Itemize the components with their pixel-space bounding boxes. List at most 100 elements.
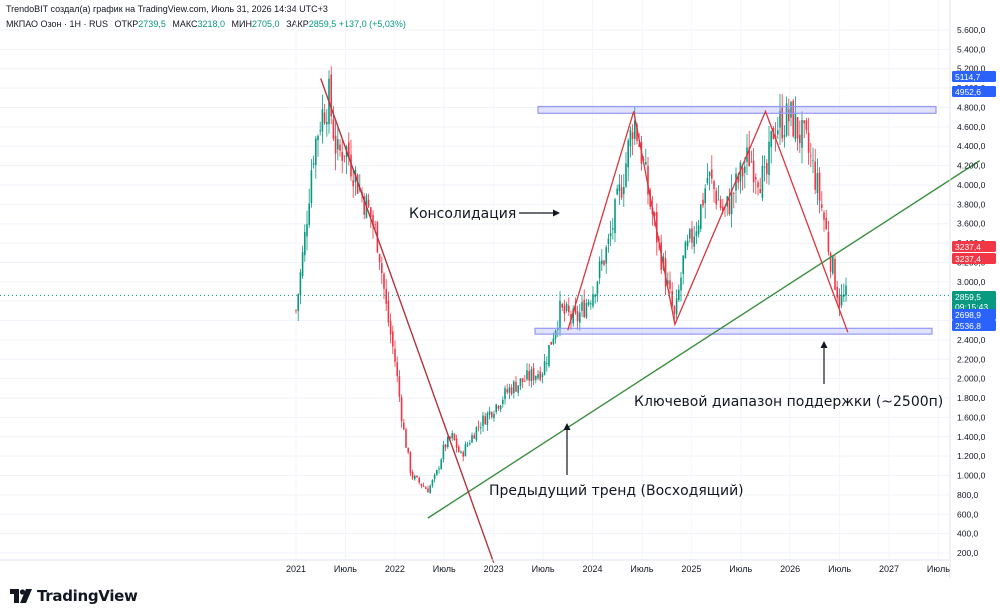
candle-body [590,303,592,305]
candle-body [634,120,636,139]
prev-trend-arrow[interactable] [563,423,571,475]
candle-body [629,129,632,147]
candle-body [618,184,621,191]
candles [295,66,847,494]
candle-body [684,242,687,259]
candle-body [422,485,425,487]
candle-body [616,188,618,195]
time-axis[interactable]: 2021 Июль 2022 Июль 2023 Июль 2024 Июль 2025 Июль… [0,559,950,574]
candle-body [396,362,398,377]
candle-body [469,443,471,445]
time-tick-label: 2022 [385,564,405,574]
resistance-zone [537,105,937,114]
ohlc-legend: МКПАО Озон · 1Н · RUS ОТКР2739,5 МАКС321… [6,19,406,29]
support-arrow[interactable] [820,341,828,384]
candle-body [477,426,480,428]
symbol-name[interactable]: МКПАО Озон · 1Н · RUS [6,19,109,29]
price-tick-label: 4.600,0 [957,122,986,132]
consolidation-arrow[interactable] [519,209,560,217]
candle-body [574,305,577,313]
price-label-badge [952,71,996,82]
candle-body [455,438,458,448]
support-annotation[interactable]: Ключевой диапазон поддержки (~2500п) [634,394,943,410]
open-label: ОТКР [114,19,139,29]
time-tick-label: Июль [630,564,653,574]
candle-body [385,288,387,304]
candle-body [722,206,724,212]
candle-body [550,341,552,345]
candle-body [398,376,401,397]
price-label-badge [952,320,996,331]
candle-body [543,361,546,375]
pattern-zigzag [567,109,849,333]
price-tick-label: 1.400,0 [957,432,986,442]
consolidation-annotation[interactable]: Консолидация [409,206,516,222]
time-tick-label: Июль [927,564,950,574]
time-tick-label: Июль [729,564,752,574]
price-label-badge [952,309,996,320]
candle-body [807,132,810,153]
prev-trend-annotation[interactable]: Предыдущий тренд (Восходящий) [489,483,744,499]
candle-body [339,144,341,151]
candle-body [625,163,627,187]
candle-body [799,134,801,144]
price-tick-label: 1.200,0 [957,451,986,461]
candle-body [466,444,469,446]
candle-body [306,224,308,237]
tradingview-logo[interactable]: TradingView [10,587,138,605]
candle-body [570,314,572,321]
candle-body [733,193,735,195]
candle-body [433,474,436,479]
candle-body [530,369,533,382]
candle-body [488,411,491,415]
candle-body [678,289,680,301]
candle-body [759,188,761,194]
open-value: 2739,5 [138,19,166,29]
candle-body [524,380,526,382]
price-label-badge [952,253,996,264]
candle-body [836,286,838,298]
candle-body [559,300,561,330]
candle-body [326,121,328,125]
candle-body [563,305,566,314]
price-tick-label: 2.200,0 [957,354,986,364]
candle-body [664,258,667,287]
candle-body [596,281,599,295]
candle-body [352,180,354,187]
footer [0,578,1000,616]
candle-body [317,135,319,141]
price-tick-label: 5.600,0 [957,25,986,35]
candle-body [436,470,438,475]
candle-body [583,300,585,318]
price-tick-label: 4.000,0 [957,180,986,190]
drawings[interactable] [0,78,980,563]
candle-body [814,161,816,190]
price-label-text: 3237,4 [955,242,981,252]
up-trend-line [427,160,980,519]
candle-body [548,344,550,366]
candle-body [810,155,812,157]
candle-body [356,174,359,194]
candle-body [653,212,656,217]
grid [0,0,950,560]
candle-body [761,165,764,198]
candle-body [598,261,601,278]
candle-body [458,446,460,453]
candle-body [440,459,442,469]
candle-body [431,480,434,486]
price-label-text: 5114,7 [955,72,981,82]
candle-body [460,451,462,453]
candle-body [647,165,649,195]
candle-body [708,172,711,177]
candle-body [504,388,506,400]
candle-body [537,374,539,379]
candle-body [418,477,420,483]
candle-body [299,272,302,295]
price-tick-label: 4.200,0 [957,161,986,171]
price-tick-label: 1.800,0 [957,393,986,403]
candle-body [427,488,429,493]
candle-body [451,433,453,439]
time-tick-label: 2021 [286,564,306,574]
candle-body [480,427,482,429]
